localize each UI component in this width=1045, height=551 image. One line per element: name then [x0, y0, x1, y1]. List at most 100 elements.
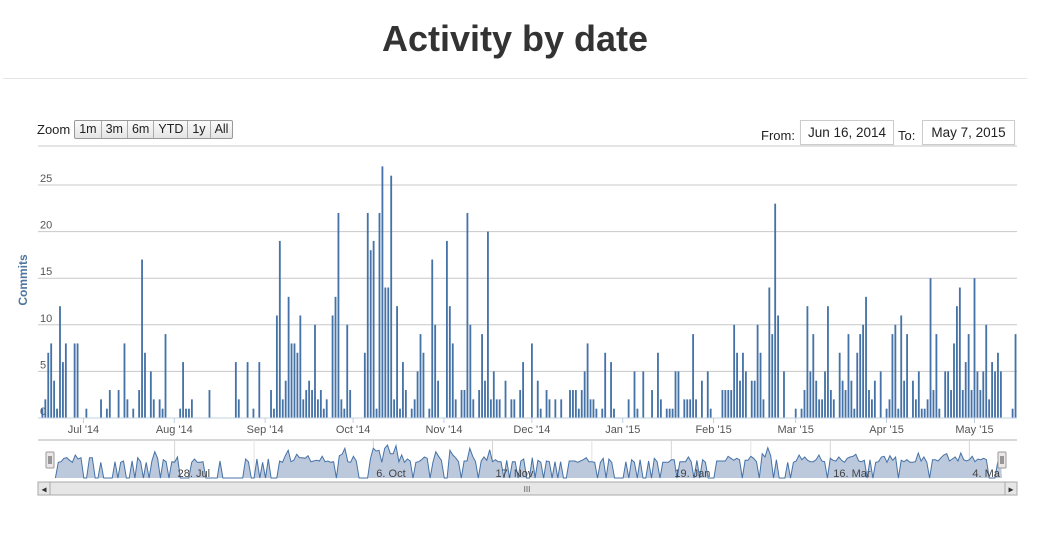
zoom-selector: Zoom 1m 3m 6m YTD 1y All [37, 120, 234, 139]
commit-bar [50, 343, 53, 418]
scrollbar-left-arrow-icon: ◂ [41, 485, 46, 496]
commit-bar [536, 380, 539, 418]
commit-bar [366, 212, 369, 418]
commit-bar [492, 371, 495, 418]
commit-bar [384, 287, 387, 418]
commit-bar [985, 324, 988, 418]
commit-bar [944, 371, 947, 418]
x-tick-label: Jan '15 [605, 424, 640, 436]
commit-bar [278, 240, 281, 418]
commit-bar [472, 399, 475, 418]
commit-bar [841, 380, 844, 418]
commit-bar [809, 371, 812, 418]
commit-bar [190, 399, 193, 418]
commit-bar [569, 390, 571, 418]
commit-bar [314, 324, 316, 418]
commit-bar [903, 380, 906, 418]
commit-bar [818, 399, 821, 418]
commit-bar [897, 408, 900, 418]
scrollbar-thumb[interactable] [49, 481, 1006, 496]
navigator-axis: 28. Jul 6. Oct 17. Nov 19. Jan 16. Mar 4. Ma [178, 468, 1001, 480]
commit-bar [794, 408, 797, 418]
navigator-right-handle[interactable] [997, 451, 1007, 469]
commit-bar [733, 324, 736, 418]
y-tick-label: 0 [40, 406, 46, 418]
scrollbar-left-button[interactable] [37, 481, 51, 496]
commit-bar [445, 240, 448, 418]
commit-bar [161, 408, 164, 418]
scrollbar-track[interactable] [37, 481, 1018, 496]
commit-bar [325, 399, 328, 418]
commit-bar [695, 399, 697, 418]
commit-bar [141, 259, 143, 418]
y-axis: 0 5 10 15 20 25 [40, 173, 52, 418]
commit-bar [123, 343, 126, 418]
commit-bar [999, 371, 1002, 418]
commit-bar [419, 334, 422, 418]
commit-bar [865, 296, 867, 418]
zoom-1y-button[interactable]: 1y [188, 121, 211, 138]
zoom-6m-button[interactable]: 6m [128, 121, 155, 138]
commit-bar [530, 343, 533, 418]
commit-bar [604, 352, 607, 418]
commit-bar [422, 352, 425, 418]
commit-bar [73, 343, 76, 418]
commit-bar [478, 390, 481, 418]
scrollbar[interactable]: III ◂ ▸ [37, 481, 1018, 496]
navigator-series-line [54, 443, 1002, 479]
commit-bar [59, 306, 61, 418]
commit-bar [906, 334, 908, 418]
commit-bar [513, 399, 516, 418]
to-date-input[interactable]: May 7, 2015 [922, 120, 1015, 145]
commit-bar [727, 390, 730, 418]
commit-bar [437, 380, 440, 418]
navigator-series-area [54, 445, 1002, 478]
commit-bar [979, 390, 982, 418]
commit-bar [322, 408, 325, 418]
zoom-button-group: 1m 3m 6m YTD 1y All [74, 120, 234, 139]
commit-bar [742, 352, 744, 418]
scrollbar-right-button[interactable] [1004, 481, 1018, 496]
commit-bar [152, 399, 155, 418]
y-grid [38, 145, 1017, 372]
commit-bar [317, 399, 319, 418]
commit-bar [138, 390, 141, 418]
zoom-3m-button[interactable]: 3m [102, 121, 128, 138]
commit-bar [739, 380, 741, 418]
commit-bar [387, 287, 390, 418]
commit-bar [47, 352, 50, 418]
commit-bar [900, 315, 903, 418]
commit-bar [64, 343, 67, 418]
commit-bar [410, 408, 413, 418]
commit-bar [583, 371, 586, 418]
commit-bar [821, 399, 823, 418]
commit-bar [349, 390, 352, 418]
commit-bar [633, 371, 636, 418]
commit-bar [964, 362, 967, 418]
commit-bar [299, 315, 302, 418]
commit-bar [481, 334, 483, 418]
zoom-ytd-button[interactable]: YTD [154, 121, 189, 138]
commit-bar [337, 212, 340, 418]
navigator-tick-label: 16. Mar [833, 468, 871, 480]
commit-bar [659, 399, 662, 418]
from-date-input[interactable]: Jun 16, 2014 [800, 120, 894, 145]
zoom-1m-button[interactable]: 1m [75, 121, 102, 138]
zoom-all-button[interactable]: All [214, 122, 229, 136]
commit-bar [53, 380, 56, 418]
navigator[interactable]: 28. Jul 6. Oct 17. Nov 19. Jan 16. Mar 4. Ma [38, 439, 1017, 480]
commit-bar [1011, 408, 1014, 418]
x-tick-label: Oct '14 [336, 424, 371, 436]
commit-bar [185, 408, 187, 418]
navigator-background [38, 440, 1017, 480]
commit-bar [331, 315, 334, 418]
commit-bar [252, 408, 255, 418]
commit-bar [926, 399, 929, 418]
commit-bar [404, 390, 407, 418]
navigator-left-handle[interactable] [45, 451, 55, 469]
x-tick-label: Apr '15 [869, 424, 904, 436]
x-tick-label: Mar '15 [778, 424, 814, 436]
commit-bar [997, 352, 999, 418]
scrollbar-right-arrow-icon: ▸ [1008, 485, 1013, 496]
commit-bar [495, 399, 498, 418]
